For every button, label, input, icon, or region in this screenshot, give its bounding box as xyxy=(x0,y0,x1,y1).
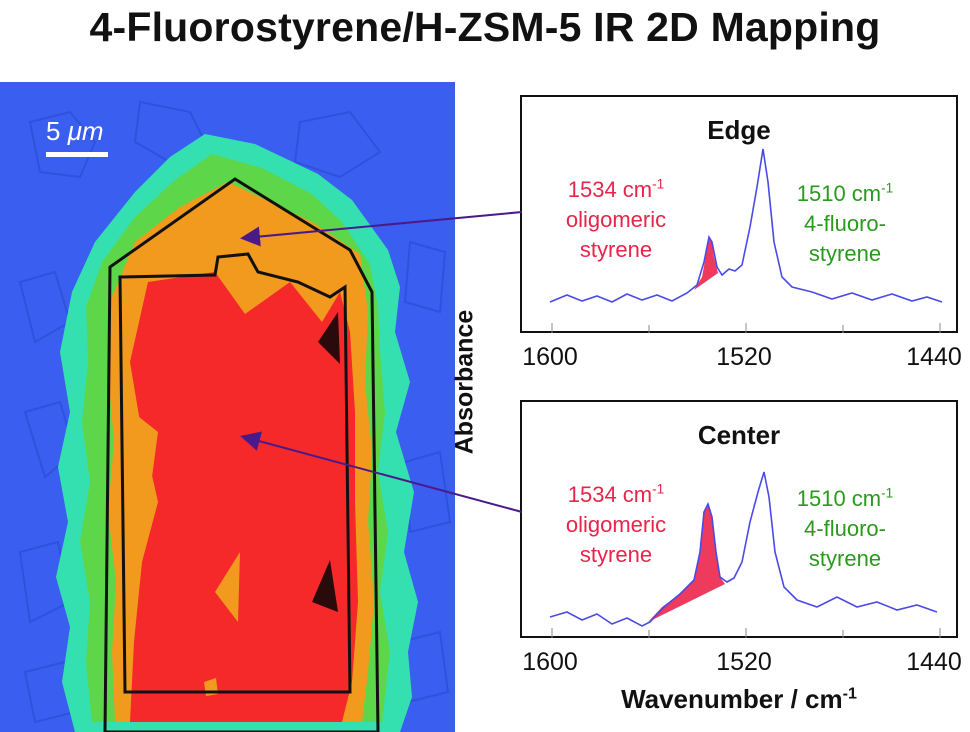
x-axis-ticks xyxy=(551,323,941,333)
edge-tick-1440: 1440 xyxy=(906,343,962,371)
map-orange-patch-2 xyxy=(215,552,240,622)
center-tick-1440: 1440 xyxy=(906,648,962,676)
scale-bar-label: 5 μm xyxy=(46,116,104,146)
center-panel-title: Center xyxy=(697,420,781,450)
edge-tick-1600: 1600 xyxy=(522,343,578,371)
map-orange-patch-1 xyxy=(118,402,158,512)
edge-spectrum-line xyxy=(549,148,943,303)
center-spectrum-line xyxy=(549,471,938,627)
edge-peak-fill xyxy=(694,237,718,290)
edge-green-peak-label: 1510 cm-1 4-fluoro- styrene xyxy=(796,180,894,266)
edge-red-peak-label: 1534 cm-1 oligomeric styrene xyxy=(565,176,667,262)
center-green-peak-label: 1510 cm-1 4-fluoro- styrene xyxy=(796,485,894,571)
figure-title: 4-Fluorostyrene/H-ZSM-5 IR 2D Mapping xyxy=(89,4,881,50)
x-axis-ticks xyxy=(551,628,941,638)
edge-panel-title: Edge xyxy=(707,115,771,145)
edge-tick-1520: 1520 xyxy=(716,343,772,371)
edge-spectrum-panel: Edge 1534 cm-1 oligomeric styrene 1510 c… xyxy=(520,95,958,333)
center-peak-fill xyxy=(648,504,725,622)
ir-2d-map xyxy=(0,82,455,732)
crystal-outline-inner xyxy=(118,252,352,694)
map-dark-patch-2 xyxy=(312,560,338,612)
scale-bar xyxy=(46,152,108,157)
center-tick-1600: 1600 xyxy=(522,648,578,676)
x-axis-label: Wavenumber / cm-1 xyxy=(621,684,857,714)
center-spectrum-panel: Center 1534 cm-1 oligomeric styrene 1510… xyxy=(520,400,958,638)
crystal-outline-outer xyxy=(103,177,380,732)
center-tick-1520: 1520 xyxy=(716,648,772,676)
map-dark-patch-1 xyxy=(318,312,340,364)
center-red-peak-label: 1534 cm-1 oligomeric styrene xyxy=(565,481,667,567)
